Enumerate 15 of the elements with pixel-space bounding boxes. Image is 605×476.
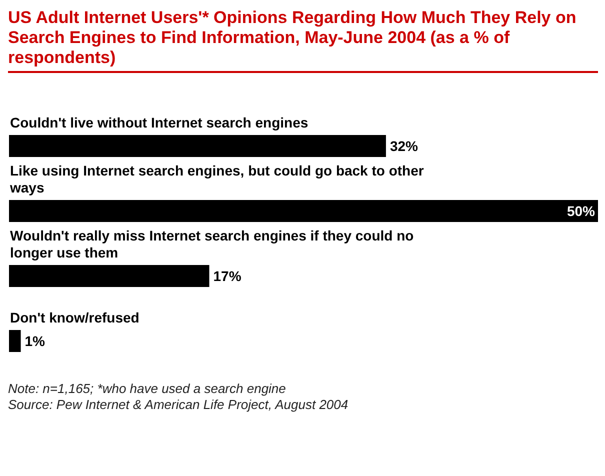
chart-title: US Adult Internet Users'* Opinions Regarding How Much They Rely on Search Engines to Find Information, May-June 2004 (as a % of respondents): [8, 8, 598, 73]
data-label: 50%: [566, 203, 596, 219]
y-tick-label: Couldn't live without Internet search engines: [10, 114, 308, 130]
data-label: 17%: [213, 268, 242, 284]
bar: [9, 135, 386, 157]
y-tick-label: Wouldn't really miss Internet search engines if they could no longer use them: [10, 228, 414, 260]
bar: [9, 265, 210, 287]
bar: [9, 200, 598, 222]
source-note: Source: Pew Internet & American Life Project, August 2004: [8, 397, 350, 413]
y-tick-label: Like using Internet search engines, but could go back to other ways: [9, 162, 424, 196]
data-label: 32%: [390, 138, 419, 154]
bar: [9, 330, 21, 352]
y-tick-label: Don't know/refused: [10, 310, 140, 326]
text: Note: n=1,165; *who have used a search engine: [8, 381, 287, 397]
data-label: 1%: [24, 333, 46, 349]
